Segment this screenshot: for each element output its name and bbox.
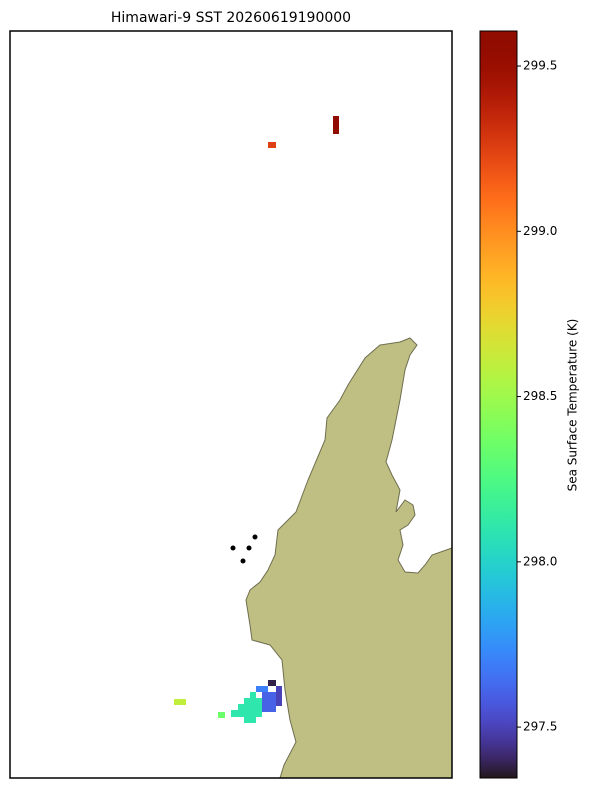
- station-dot: [240, 558, 246, 564]
- colorbar-tick-label: 298.5: [523, 389, 557, 403]
- colorbar-tick-label: 299.5: [523, 59, 557, 73]
- sst-cell: [276, 686, 282, 706]
- sst-cell: [174, 699, 186, 705]
- sst-cell: [333, 116, 339, 134]
- sst-cell: [262, 692, 276, 698]
- chart-title: Himawari-9 SST 20260619190000: [111, 10, 351, 26]
- colorbar-label: Sea Surface Temperature (K): [566, 319, 580, 492]
- sst-cell: [250, 692, 256, 698]
- sst-cell: [218, 712, 225, 718]
- colorbar-ticks: 297.5 298.0 298.5 299.0 299.5: [517, 59, 557, 734]
- sst-cell: [231, 710, 262, 717]
- station-dot: [252, 534, 258, 540]
- station-dot: [246, 545, 252, 551]
- sst-cell: [238, 704, 262, 710]
- sst-cell: [262, 698, 276, 712]
- colorbar-tick-label: 298.0: [523, 554, 557, 568]
- land: [245, 337, 453, 779]
- sst-cell: [256, 686, 268, 692]
- sst-cell: [244, 698, 262, 704]
- station-dot: [230, 545, 236, 551]
- sst-cell: [268, 142, 276, 148]
- colorbar-tick-label: 297.5: [523, 720, 557, 734]
- raster: [174, 116, 339, 723]
- colorbar: [479, 30, 518, 779]
- map-frame: [9, 30, 453, 779]
- sst-cell: [268, 680, 276, 686]
- stations: [230, 534, 258, 564]
- sst-cell: [244, 717, 256, 723]
- colorbar-tick-label: 299.0: [523, 224, 557, 238]
